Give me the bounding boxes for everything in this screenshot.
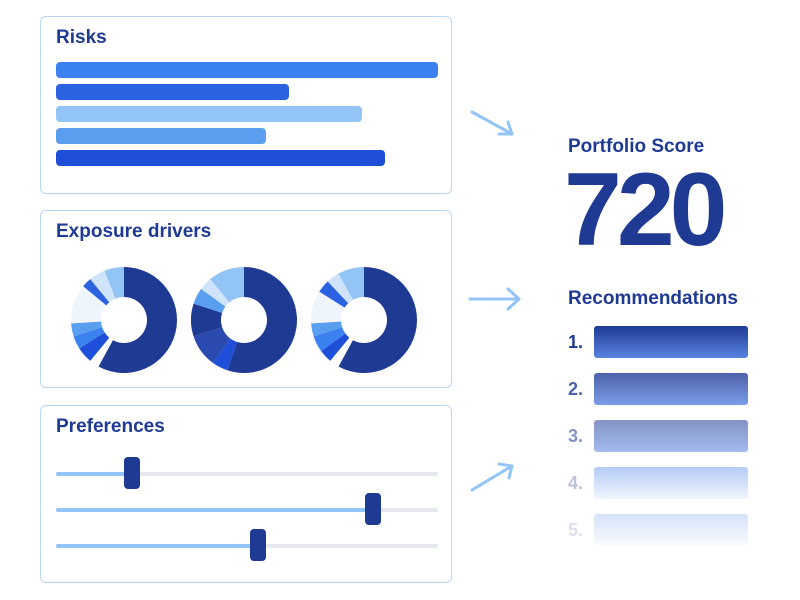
risks-card: Risks [40, 16, 452, 194]
recommendations-title: Recommendations [568, 288, 738, 309]
donut-slice [193, 327, 231, 363]
donut-slice [327, 273, 353, 304]
donut-slice [338, 267, 364, 300]
donut-slice [321, 333, 350, 361]
recommendation-number: 5. [568, 520, 584, 540]
exposure-title: Exposure drivers [56, 221, 212, 242]
preference-slider[interactable] [56, 493, 438, 525]
exposure-donut [191, 267, 297, 373]
recommendation-item[interactable] [594, 514, 748, 546]
preferences-card: Preferences [40, 405, 452, 583]
arrow-icon [470, 110, 514, 136]
donut-slice [71, 286, 107, 324]
slider-thumb[interactable] [365, 493, 381, 525]
recommendation-number: 1. [568, 332, 584, 352]
donut-slice [212, 338, 237, 371]
exposure-card: Exposure drivers [40, 210, 452, 388]
donut-slice [319, 281, 349, 308]
donut-slice [227, 267, 297, 373]
risks-title: Risks [56, 27, 107, 48]
donut-slice [98, 267, 177, 373]
donut-slice [83, 279, 110, 306]
risk-bar [56, 106, 362, 122]
slider-fill [56, 544, 258, 548]
arrow-icon [470, 462, 514, 492]
donut-slice [338, 267, 417, 373]
donut-slice [311, 291, 345, 324]
slider-thumb[interactable] [124, 457, 140, 489]
portfolio-score-label: Portfolio Score [568, 136, 705, 157]
risk-bar [56, 84, 289, 100]
donut-slice [71, 321, 103, 337]
recommendation-number: 3. [568, 426, 584, 446]
risk-bar [56, 128, 266, 144]
recommendation-number: 2. [568, 379, 584, 399]
donut-slice [191, 303, 223, 337]
exposure-donut [71, 267, 177, 373]
donut-slice [210, 267, 244, 303]
donut-slice [330, 337, 353, 367]
arrow-icon [468, 287, 521, 311]
donut-slice [193, 288, 226, 313]
risk-bar [56, 150, 385, 166]
donut-slice [73, 327, 105, 349]
donut-slice [90, 270, 116, 303]
donut-slice [313, 327, 346, 352]
slider-fill [56, 472, 132, 476]
donut-slice [90, 337, 113, 367]
donut-slice [79, 332, 110, 361]
preference-slider[interactable] [56, 529, 438, 561]
donut-slice [104, 267, 124, 299]
preferences-title: Preferences [56, 416, 165, 437]
recommendation-item[interactable] [594, 373, 748, 405]
donut-slice [201, 279, 230, 307]
recommendation-item[interactable] [594, 420, 748, 452]
exposure-donut [311, 267, 417, 373]
recommendation-item[interactable] [594, 326, 748, 358]
preference-slider[interactable] [56, 457, 438, 489]
slider-fill [56, 508, 373, 512]
donut-slice [311, 321, 343, 337]
recommendation-number: 4. [568, 473, 584, 493]
recommendation-item[interactable] [594, 467, 748, 499]
slider-thumb[interactable] [250, 529, 266, 561]
portfolio-score-value: 720 [564, 152, 728, 268]
risk-bar [56, 62, 438, 78]
